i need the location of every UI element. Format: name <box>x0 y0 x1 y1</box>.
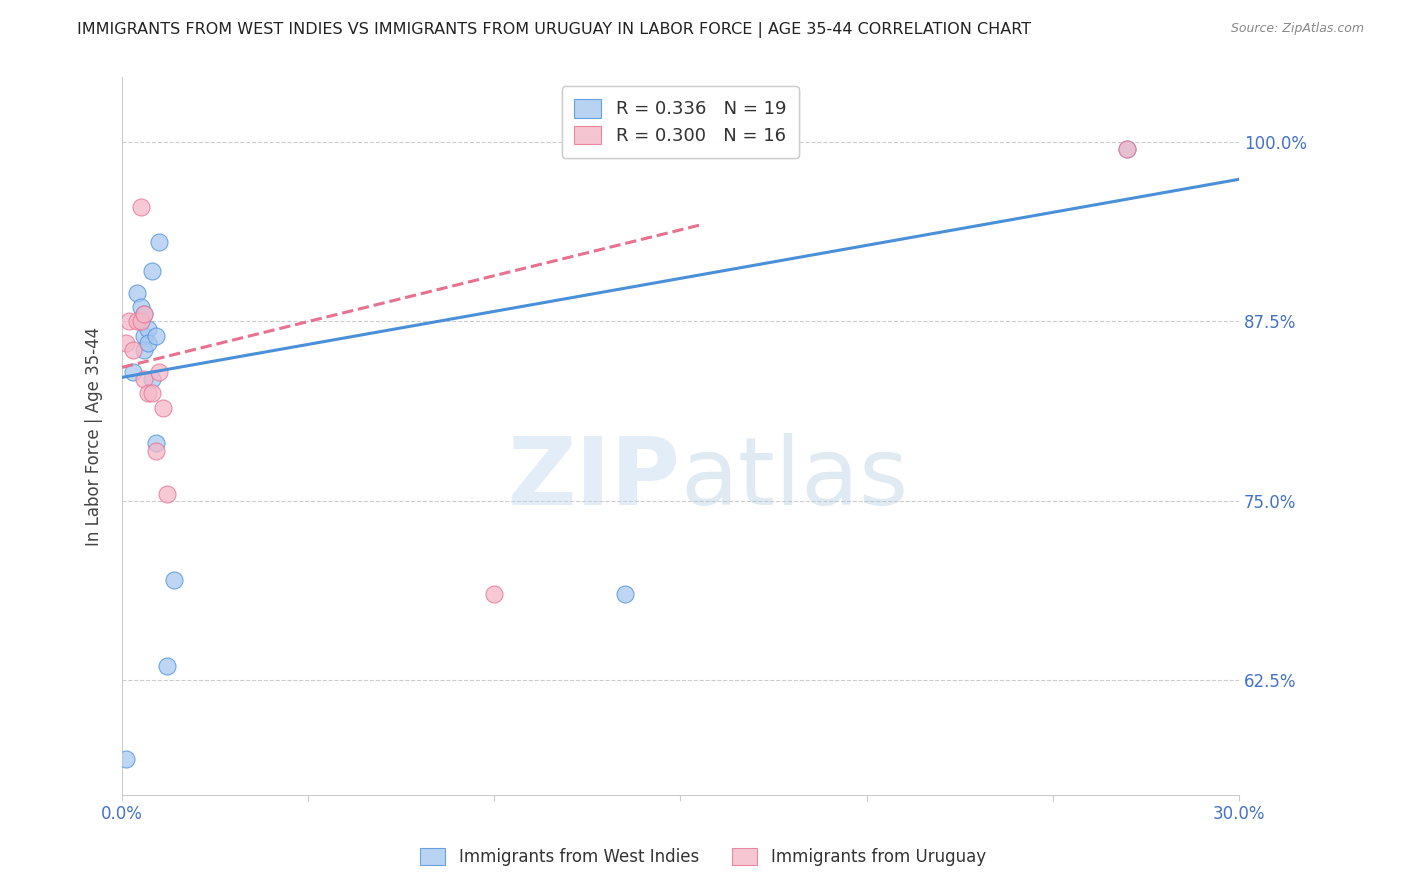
Point <box>114 335 136 350</box>
Point <box>148 365 170 379</box>
Point <box>148 235 170 250</box>
Point <box>613 587 636 601</box>
Point <box>136 335 159 350</box>
Text: Source: ZipAtlas.com: Source: ZipAtlas.com <box>1230 22 1364 36</box>
Point <box>134 307 156 321</box>
Text: atlas: atlas <box>681 434 908 525</box>
Point <box>141 386 163 401</box>
Point <box>145 328 167 343</box>
Point <box>129 314 152 328</box>
Point <box>136 321 159 335</box>
Point <box>145 436 167 450</box>
Point <box>129 300 152 314</box>
Point <box>1116 142 1139 156</box>
Point <box>134 328 156 343</box>
Point <box>484 587 506 601</box>
Point <box>1116 142 1139 156</box>
Point <box>145 443 167 458</box>
Point <box>125 314 148 328</box>
Y-axis label: In Labor Force | Age 35-44: In Labor Force | Age 35-44 <box>86 326 103 546</box>
Text: IMMIGRANTS FROM WEST INDIES VS IMMIGRANTS FROM URUGUAY IN LABOR FORCE | AGE 35-4: IMMIGRANTS FROM WEST INDIES VS IMMIGRANT… <box>77 22 1032 38</box>
Point <box>152 401 174 415</box>
Point <box>125 285 148 300</box>
Point <box>122 343 145 358</box>
Point <box>141 372 163 386</box>
Point <box>129 200 152 214</box>
Point <box>134 372 156 386</box>
Point <box>136 386 159 401</box>
Point <box>156 486 179 500</box>
Point <box>134 307 156 321</box>
Point <box>114 752 136 766</box>
Point <box>141 264 163 278</box>
Point <box>129 314 152 328</box>
Text: ZIP: ZIP <box>508 434 681 525</box>
Point <box>134 343 156 358</box>
Point <box>156 659 179 673</box>
Point <box>122 365 145 379</box>
Legend: R = 0.336   N = 19, R = 0.300   N = 16: R = 0.336 N = 19, R = 0.300 N = 16 <box>562 87 799 158</box>
Point <box>118 314 141 328</box>
Point <box>163 573 186 587</box>
Legend: Immigrants from West Indies, Immigrants from Uruguay: Immigrants from West Indies, Immigrants … <box>412 840 994 875</box>
